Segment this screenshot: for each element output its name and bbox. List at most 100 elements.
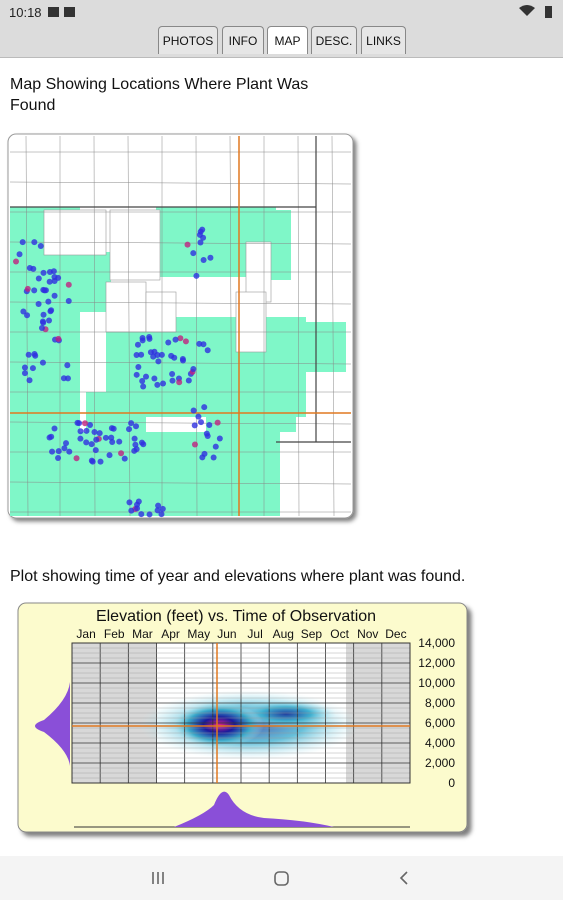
sighting-dot bbox=[190, 365, 197, 372]
boundary bbox=[9, 481, 352, 485]
nav-bar bbox=[0, 856, 563, 900]
month-label: Feb bbox=[104, 627, 125, 641]
elevation-label: 0 bbox=[448, 776, 455, 790]
month-label: Mar bbox=[132, 627, 153, 641]
elevation-distribution bbox=[35, 682, 70, 766]
sighting-dot bbox=[131, 435, 138, 442]
sighting-dot bbox=[20, 308, 27, 315]
sighting-dot bbox=[214, 419, 221, 426]
sighting-dot bbox=[29, 365, 36, 372]
sighting-dot bbox=[143, 373, 150, 380]
boundary bbox=[25, 135, 29, 517]
sighting-dot bbox=[40, 311, 47, 318]
county bbox=[66, 252, 111, 312]
sighting-dot bbox=[210, 454, 217, 461]
tab[interactable]: LINKS bbox=[361, 26, 406, 54]
sighting-dot bbox=[39, 318, 46, 325]
sighting-dot bbox=[134, 341, 141, 348]
month-label: Jul bbox=[247, 627, 262, 641]
month-label: May bbox=[187, 627, 210, 641]
boundary bbox=[9, 181, 352, 185]
sighting-dot bbox=[21, 370, 28, 377]
boundary bbox=[195, 135, 198, 517]
density bbox=[174, 703, 264, 747]
tab[interactable]: INFO bbox=[222, 26, 264, 54]
sighting-dot bbox=[216, 435, 223, 442]
sighting-dot bbox=[179, 357, 186, 364]
sighting-dot bbox=[203, 430, 210, 437]
sighting-dot bbox=[92, 447, 99, 454]
sighting-dot bbox=[131, 447, 138, 454]
sighting-dot bbox=[207, 254, 214, 261]
plot-image: Jan Feb Mar Apr May Jun Jul Aug Sep Oct Nov Dec 14,0… bbox=[17, 602, 468, 833]
elevation-label: 8,000 bbox=[425, 696, 455, 710]
sighting-dot bbox=[83, 439, 90, 446]
sighting-dot bbox=[96, 430, 103, 437]
sighting-dot bbox=[45, 298, 52, 305]
sighting-dot bbox=[46, 269, 53, 276]
sighting-dot bbox=[139, 337, 146, 344]
boundary bbox=[127, 135, 131, 517]
sighting-dot bbox=[77, 435, 84, 442]
sighting-dot bbox=[126, 499, 133, 506]
sighting-dot bbox=[46, 278, 53, 285]
sighting-dot bbox=[108, 434, 115, 441]
sighting-dot bbox=[19, 239, 26, 246]
sighting-dot bbox=[88, 441, 95, 448]
sighting-dot bbox=[76, 420, 83, 427]
sighting-dot bbox=[31, 350, 38, 357]
sighting-dot bbox=[201, 450, 208, 457]
sighting-dot bbox=[190, 250, 197, 257]
sighting-dot bbox=[97, 458, 104, 465]
elevation-label: 10,000 bbox=[418, 676, 455, 690]
plot-title: Elevation (feet) vs. Time of Observation bbox=[96, 608, 376, 625]
county bbox=[43, 209, 107, 256]
sighting-dot bbox=[146, 511, 153, 518]
status-bar: 10:18 bbox=[0, 0, 563, 24]
sighting-dot bbox=[135, 498, 142, 505]
boundary bbox=[331, 135, 335, 517]
nav-icons bbox=[152, 871, 408, 886]
sighting-dot bbox=[177, 335, 184, 342]
status-icons bbox=[48, 5, 552, 18]
sighting-dot bbox=[46, 317, 53, 324]
tab[interactable]: MAP bbox=[267, 26, 308, 54]
sighting-dot bbox=[55, 335, 62, 342]
home-button[interactable] bbox=[274, 871, 289, 886]
county bbox=[145, 291, 177, 333]
sighting-dot bbox=[133, 351, 140, 358]
sighting-dot bbox=[64, 362, 71, 369]
sighting-dot bbox=[89, 458, 96, 465]
sighting-dot bbox=[151, 375, 158, 382]
sighting-dot bbox=[24, 312, 31, 319]
sighting-dot bbox=[106, 452, 113, 459]
map-image bbox=[7, 133, 354, 519]
sighting-dot bbox=[184, 241, 191, 248]
sighting-dot bbox=[154, 507, 161, 514]
sighting-dot bbox=[35, 275, 42, 282]
sighting-dot bbox=[37, 242, 44, 249]
tab[interactable]: PHOTOS bbox=[158, 26, 218, 54]
sighting-dot bbox=[193, 272, 200, 279]
sighting-dot bbox=[31, 239, 38, 246]
sighting-dot bbox=[198, 419, 205, 426]
sighting-dot bbox=[154, 381, 161, 388]
sighting-dot bbox=[197, 228, 204, 235]
sighting-dot bbox=[200, 234, 207, 241]
sighting-dot bbox=[46, 434, 53, 441]
sighting-dot bbox=[169, 370, 176, 377]
sighting-dot bbox=[21, 364, 28, 371]
sighting-dot bbox=[155, 358, 162, 365]
back-button[interactable] bbox=[399, 871, 408, 885]
month-label: Aug bbox=[273, 627, 294, 641]
elevation-label: 12,000 bbox=[418, 656, 455, 670]
boundary bbox=[9, 421, 352, 425]
sighting-dot bbox=[41, 287, 48, 294]
month-label: Dec bbox=[385, 627, 406, 641]
county bbox=[105, 281, 147, 333]
sighting-dot bbox=[116, 438, 123, 445]
sighting-dot bbox=[139, 378, 146, 385]
month-label: Jun bbox=[217, 627, 236, 641]
tab[interactable]: DESC. bbox=[311, 26, 357, 54]
